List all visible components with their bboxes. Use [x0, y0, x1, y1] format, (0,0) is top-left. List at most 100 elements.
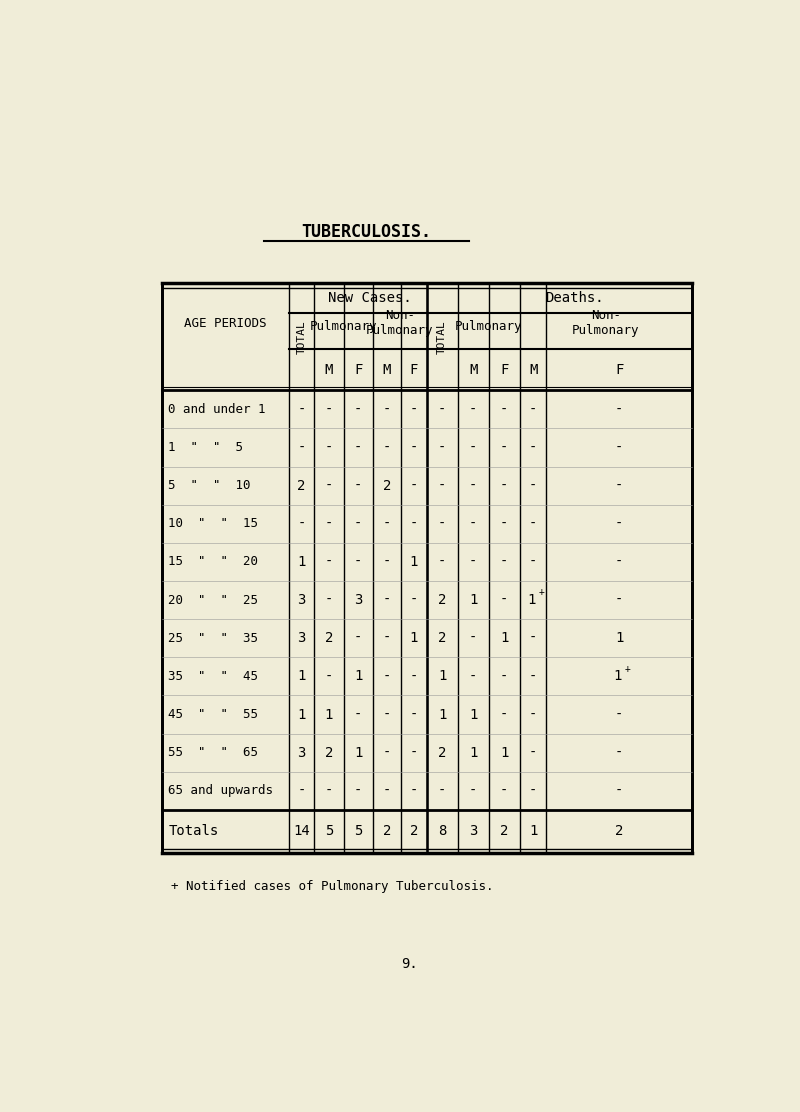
Text: 9.: 9. [402, 957, 418, 971]
Text: -: - [615, 478, 623, 493]
Text: F: F [615, 363, 623, 377]
Text: -: - [382, 403, 391, 416]
Text: -: - [354, 784, 362, 797]
Text: F: F [410, 363, 418, 377]
Text: -: - [615, 440, 623, 455]
Text: -: - [500, 403, 509, 416]
Text: 25  "  "  35: 25 " " 35 [168, 632, 258, 645]
Text: 1: 1 [354, 669, 362, 684]
Text: -: - [615, 593, 623, 607]
Text: -: - [469, 478, 478, 493]
Text: -: - [382, 440, 391, 455]
Text: 8: 8 [438, 824, 446, 838]
Text: -: - [410, 403, 418, 416]
Text: -: - [325, 784, 333, 797]
Text: 5: 5 [354, 824, 362, 838]
Text: 55  "  "  65: 55 " " 65 [168, 746, 258, 759]
Text: 1: 1 [298, 555, 306, 569]
Text: 2: 2 [438, 746, 446, 759]
Text: -: - [529, 746, 538, 759]
Text: -: - [500, 593, 509, 607]
Text: 2: 2 [438, 593, 446, 607]
Text: TOTAL: TOTAL [438, 320, 447, 354]
Text: -: - [529, 403, 538, 416]
Text: -: - [325, 555, 333, 569]
Text: 1: 1 [527, 593, 535, 607]
Text: -: - [382, 593, 391, 607]
Text: -: - [500, 784, 509, 797]
Text: 1: 1 [298, 669, 306, 684]
Text: 1: 1 [529, 824, 538, 838]
Text: -: - [615, 784, 623, 797]
Text: -: - [410, 593, 418, 607]
Text: -: - [529, 669, 538, 684]
Text: -: - [410, 746, 418, 759]
Text: 45  "  "  55: 45 " " 55 [168, 708, 258, 721]
Text: -: - [438, 403, 446, 416]
Text: 3: 3 [298, 593, 306, 607]
Text: -: - [500, 478, 509, 493]
Text: 1: 1 [410, 555, 418, 569]
Text: -: - [469, 669, 478, 684]
Text: TUBERCULOSIS.: TUBERCULOSIS. [302, 222, 432, 241]
Text: 2: 2 [298, 478, 306, 493]
Text: -: - [615, 746, 623, 759]
Text: -: - [325, 403, 333, 416]
Text: -: - [298, 440, 306, 455]
Text: -: - [500, 669, 509, 684]
Text: M: M [469, 363, 478, 377]
Text: 2: 2 [382, 824, 391, 838]
Text: 1: 1 [469, 593, 478, 607]
Text: -: - [469, 555, 478, 569]
Text: -: - [382, 555, 391, 569]
Text: -: - [410, 517, 418, 530]
Text: 2: 2 [438, 632, 446, 645]
Text: -: - [382, 632, 391, 645]
Text: -: - [529, 784, 538, 797]
Text: -: - [354, 517, 362, 530]
Text: -: - [529, 707, 538, 722]
Text: +: + [624, 664, 630, 674]
Text: -: - [298, 517, 306, 530]
Text: -: - [325, 593, 333, 607]
Text: -: - [500, 707, 509, 722]
Text: -: - [410, 440, 418, 455]
Text: -: - [354, 478, 362, 493]
Text: 1: 1 [410, 632, 418, 645]
Text: -: - [325, 669, 333, 684]
Text: -: - [382, 784, 391, 797]
Text: -: - [354, 632, 362, 645]
Text: 2: 2 [325, 746, 333, 759]
Text: 3: 3 [469, 824, 478, 838]
Text: + Notified cases of Pulmonary Tuberculosis.: + Notified cases of Pulmonary Tuberculos… [171, 881, 494, 893]
Text: +: + [538, 587, 544, 597]
Text: 14: 14 [293, 824, 310, 838]
Text: -: - [615, 403, 623, 416]
Text: -: - [382, 517, 391, 530]
Text: 2: 2 [325, 632, 333, 645]
Text: 2: 2 [382, 478, 391, 493]
Text: -: - [298, 403, 306, 416]
Text: M: M [325, 363, 333, 377]
Text: -: - [438, 784, 446, 797]
Text: -: - [469, 440, 478, 455]
Text: 1: 1 [438, 707, 446, 722]
Text: AGE PERIODS: AGE PERIODS [184, 317, 267, 330]
Text: -: - [469, 517, 478, 530]
Text: 1: 1 [614, 669, 622, 684]
Text: Non-
Pulmonary: Non- Pulmonary [572, 309, 640, 337]
Text: 5: 5 [325, 824, 333, 838]
Text: -: - [438, 440, 446, 455]
Text: -: - [500, 440, 509, 455]
Text: -: - [469, 632, 478, 645]
Text: 0 and under 1: 0 and under 1 [168, 403, 266, 416]
Text: 1: 1 [469, 707, 478, 722]
Text: 3: 3 [298, 746, 306, 759]
Text: 3: 3 [354, 593, 362, 607]
Text: M: M [382, 363, 391, 377]
Text: -: - [354, 440, 362, 455]
Text: -: - [325, 440, 333, 455]
Text: 20  "  "  25: 20 " " 25 [168, 594, 258, 606]
Text: -: - [410, 707, 418, 722]
Text: Totals: Totals [168, 824, 218, 838]
